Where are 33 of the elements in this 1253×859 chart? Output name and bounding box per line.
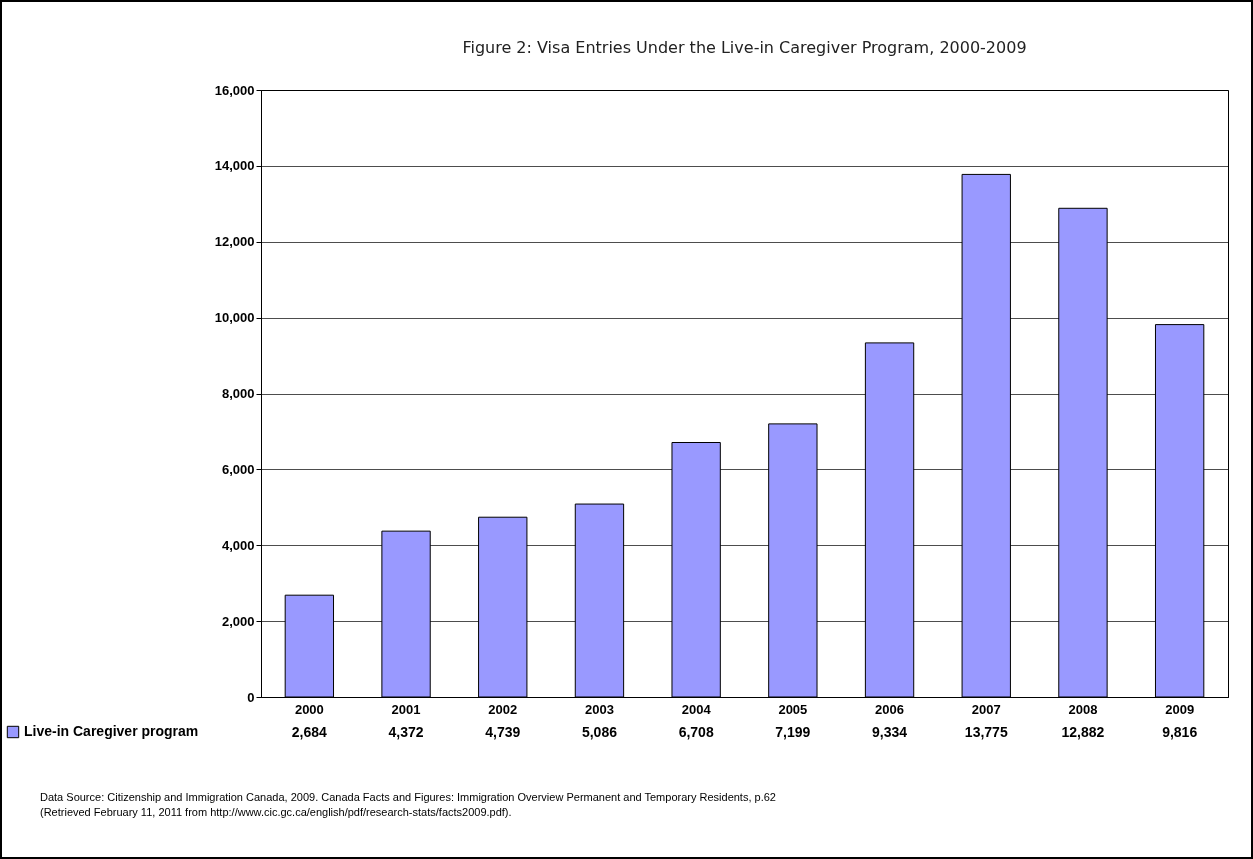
y-tick-label: 14,000 [214, 158, 255, 174]
y-tick-label: 4,000 [221, 537, 255, 553]
y-tick-label: 10,000 [214, 310, 255, 326]
x-tick-label: 2006 [875, 701, 905, 717]
source-note: Data Source: Citizenship and Immigration Canada, 2009. Canada Facts and Figures: Immigration Overview Permanent and Temporary Residents, p.62 [40, 790, 776, 805]
data-label: 4,372 [388, 724, 424, 740]
data-label: 2,684 [291, 724, 328, 740]
data-label: 7,199 [775, 724, 811, 740]
x-tick-label: 2001 [391, 701, 421, 717]
data-label: 6,708 [678, 724, 714, 740]
y-tick-label: 2,000 [221, 613, 255, 629]
y-tick-label: 8,000 [221, 386, 255, 401]
y-tick-label: 0 [247, 689, 255, 705]
data-label: 13,775 [964, 724, 1008, 740]
y-tick-label: 6,000 [221, 461, 255, 477]
x-tick-label: 2005 [778, 701, 808, 717]
data-label: 9,334 [872, 724, 908, 740]
y-tick-label: 16,000 [214, 82, 255, 98]
x-tick-label: 2004 [681, 701, 712, 717]
x-tick-label: 2007 [971, 701, 1001, 717]
data-label: 12,882 [1061, 724, 1105, 740]
data-label: 9,816 [1162, 724, 1198, 740]
y-tick-label: 12,000 [214, 234, 255, 250]
data-label: 5,086 [581, 724, 618, 740]
text: (Retrieved February 11, 2011 from http://www.cic.gc.ca/english/pdf/research-stats/facts2009.pdf). [40, 805, 513, 820]
legend-label: Live-in Caregiver program [24, 723, 199, 739]
x-tick-label: 2000 [294, 701, 324, 717]
data-label: 4,739 [485, 724, 521, 740]
x-tick-label: 2002 [488, 701, 518, 717]
chart-title: Figure 2: Visa Entries Under the Live-in Caregiver Program, 2000-2009 [462, 38, 1027, 57]
x-tick-label: 2003 [584, 701, 614, 717]
x-tick-label: 2008 [1068, 701, 1098, 717]
x-tick-label: 2009 [1165, 701, 1195, 717]
